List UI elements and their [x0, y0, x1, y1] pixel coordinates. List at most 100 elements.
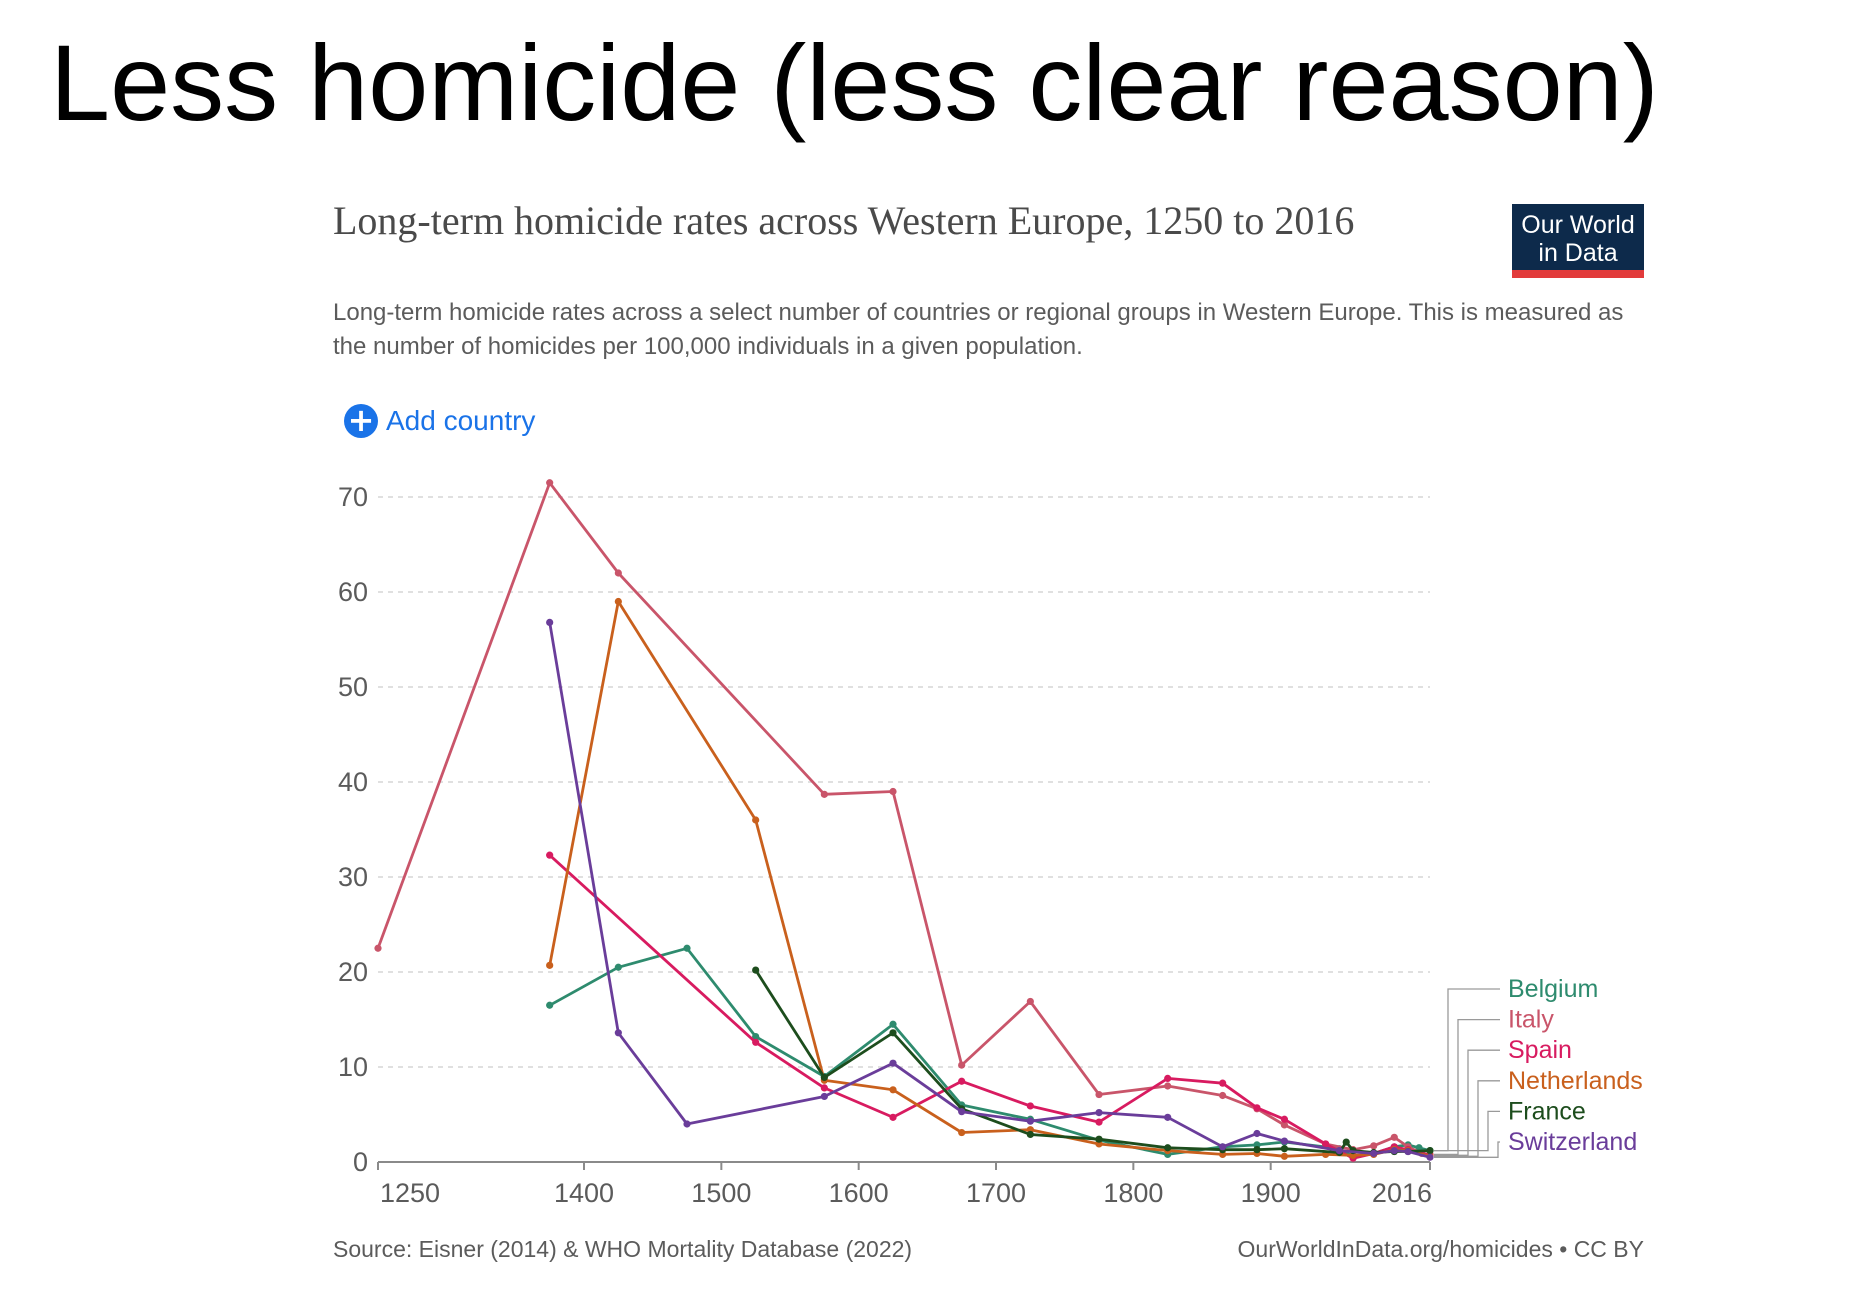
data-point-france-6[interactable]	[1164, 1144, 1171, 1151]
data-point-netherlands-1[interactable]	[615, 598, 622, 605]
data-point-netherlands-4[interactable]	[889, 1086, 896, 1093]
data-point-switzerland-16[interactable]	[1426, 1154, 1433, 1161]
data-point-spain-2[interactable]	[821, 1084, 828, 1091]
data-point-switzerland-0[interactable]	[546, 619, 553, 626]
data-point-italy-8[interactable]	[1164, 1082, 1171, 1089]
series-line-belgium[interactable]	[550, 948, 1430, 1156]
data-point-belgium-5[interactable]	[889, 1021, 896, 1028]
legend-label-france[interactable]: France	[1508, 1097, 1586, 1125]
legend-label-belgium[interactable]: Belgium	[1508, 975, 1598, 1003]
data-point-spain-4[interactable]	[958, 1078, 965, 1085]
data-point-switzerland-11[interactable]	[1281, 1138, 1288, 1145]
data-point-france-16[interactable]	[1426, 1147, 1433, 1154]
series-line-spain[interactable]	[550, 855, 1430, 1158]
x-tick-label-1250: 1250	[380, 1178, 440, 1208]
y-tick-label-30: 30	[338, 862, 368, 892]
data-point-france-1[interactable]	[821, 1074, 828, 1081]
legend-label-netherlands[interactable]: Netherlands	[1508, 1067, 1643, 1095]
y-tick-label-40: 40	[338, 767, 368, 797]
data-point-netherlands-11[interactable]	[1281, 1153, 1288, 1160]
data-point-spain-1[interactable]	[752, 1039, 759, 1046]
data-point-belgium-0[interactable]	[546, 1002, 553, 1009]
data-point-spain-8[interactable]	[1219, 1080, 1226, 1087]
x-tick-label-1800: 1800	[1103, 1178, 1163, 1208]
data-point-italy-3[interactable]	[821, 791, 828, 798]
y-tick-label-0: 0	[353, 1147, 368, 1177]
data-point-france-4[interactable]	[1027, 1131, 1034, 1138]
data-point-switzerland-2[interactable]	[683, 1120, 690, 1127]
data-point-switzerland-10[interactable]	[1253, 1130, 1260, 1137]
series-lines	[374, 479, 1433, 1162]
legend: Belgium ItalySpain NetherlandsFrance Switze…	[1434, 975, 1643, 1157]
data-point-belgium-2[interactable]	[683, 945, 690, 952]
data-point-switzerland-8[interactable]	[1164, 1114, 1171, 1121]
data-point-italy-5[interactable]	[958, 1062, 965, 1069]
x-tick-label-1600: 1600	[829, 1178, 889, 1208]
y-tick-label-10: 10	[338, 1052, 368, 1082]
data-point-switzerland-12[interactable]	[1336, 1147, 1343, 1154]
data-point-italy-6[interactable]	[1027, 998, 1034, 1005]
data-point-switzerland-15[interactable]	[1404, 1148, 1411, 1155]
data-point-spain-6[interactable]	[1095, 1119, 1102, 1126]
data-point-spain-0[interactable]	[546, 852, 553, 859]
data-point-switzerland-3[interactable]	[821, 1093, 828, 1100]
data-point-italy-9[interactable]	[1219, 1092, 1226, 1099]
grid-lines	[378, 497, 1430, 1067]
data-point-france-0[interactable]	[752, 967, 759, 974]
series-line-netherlands[interactable]	[550, 602, 1430, 1157]
data-point-italy-15[interactable]	[1391, 1134, 1398, 1141]
legend-connector-italy	[1434, 1020, 1500, 1155]
data-point-switzerland-14[interactable]	[1391, 1147, 1398, 1154]
data-point-italy-2[interactable]	[615, 569, 622, 576]
y-axis: 0 10 20 30 40 50 60 70	[338, 482, 368, 1177]
data-point-switzerland-9[interactable]	[1219, 1143, 1226, 1150]
y-tick-label-20: 20	[338, 957, 368, 987]
series-line-italy[interactable]	[378, 483, 1430, 1155]
y-tick-label-70: 70	[338, 482, 368, 512]
data-point-france-8[interactable]	[1253, 1146, 1260, 1153]
legend-connector-spain	[1434, 1050, 1500, 1155]
legend-label-italy[interactable]: Italy	[1508, 1006, 1554, 1034]
data-point-france-11[interactable]	[1343, 1138, 1350, 1145]
y-tick-label-60: 60	[338, 577, 368, 607]
data-point-italy-14[interactable]	[1370, 1142, 1377, 1149]
y-tick-label-50: 50	[338, 672, 368, 702]
data-point-spain-10[interactable]	[1281, 1116, 1288, 1123]
data-point-switzerland-7[interactable]	[1095, 1109, 1102, 1116]
x-tick-label-1900: 1900	[1241, 1178, 1301, 1208]
x-axis: 1250 1400 1500 1600 1700 1800 1900 2016	[378, 1162, 1432, 1208]
data-point-spain-3[interactable]	[889, 1114, 896, 1121]
series-line-france[interactable]	[756, 970, 1430, 1152]
legend-connector-belgium	[1434, 989, 1500, 1151]
data-point-italy-0[interactable]	[374, 945, 381, 952]
data-point-netherlands-2[interactable]	[752, 816, 759, 823]
data-point-france-2[interactable]	[889, 1029, 896, 1036]
data-point-spain-7[interactable]	[1164, 1075, 1171, 1082]
x-tick-label-1400: 1400	[554, 1178, 614, 1208]
data-point-france-9[interactable]	[1281, 1145, 1288, 1152]
legend-connector-netherlands	[1434, 1081, 1500, 1157]
legend-label-switzerland[interactable]: Switzerland	[1508, 1128, 1637, 1156]
data-point-switzerland-5[interactable]	[958, 1108, 965, 1115]
x-tick-label-2016: 2016	[1372, 1178, 1432, 1208]
source-note: Source: Eisner (2014) & WHO Mortality Da…	[333, 1236, 912, 1263]
data-point-netherlands-0[interactable]	[546, 962, 553, 969]
legend-connector-france	[1434, 1111, 1500, 1150]
data-point-netherlands-5[interactable]	[958, 1129, 965, 1136]
data-point-switzerland-1[interactable]	[615, 1029, 622, 1036]
data-point-switzerland-6[interactable]	[1027, 1118, 1034, 1125]
x-tick-label-1500: 1500	[691, 1178, 751, 1208]
credit-link[interactable]: OurWorldInData.org/homicides • CC BY	[1238, 1236, 1644, 1263]
x-tick-label-1700: 1700	[966, 1178, 1026, 1208]
data-point-france-5[interactable]	[1095, 1136, 1102, 1143]
data-point-switzerland-13[interactable]	[1370, 1150, 1377, 1157]
legend-label-spain[interactable]: Spain	[1508, 1036, 1572, 1064]
data-point-spain-5[interactable]	[1027, 1102, 1034, 1109]
data-point-italy-7[interactable]	[1095, 1091, 1102, 1098]
data-point-italy-4[interactable]	[889, 788, 896, 795]
data-point-switzerland-4[interactable]	[889, 1060, 896, 1067]
data-point-belgium-1[interactable]	[615, 964, 622, 971]
data-point-spain-9[interactable]	[1253, 1104, 1260, 1111]
data-point-italy-1[interactable]	[546, 479, 553, 486]
